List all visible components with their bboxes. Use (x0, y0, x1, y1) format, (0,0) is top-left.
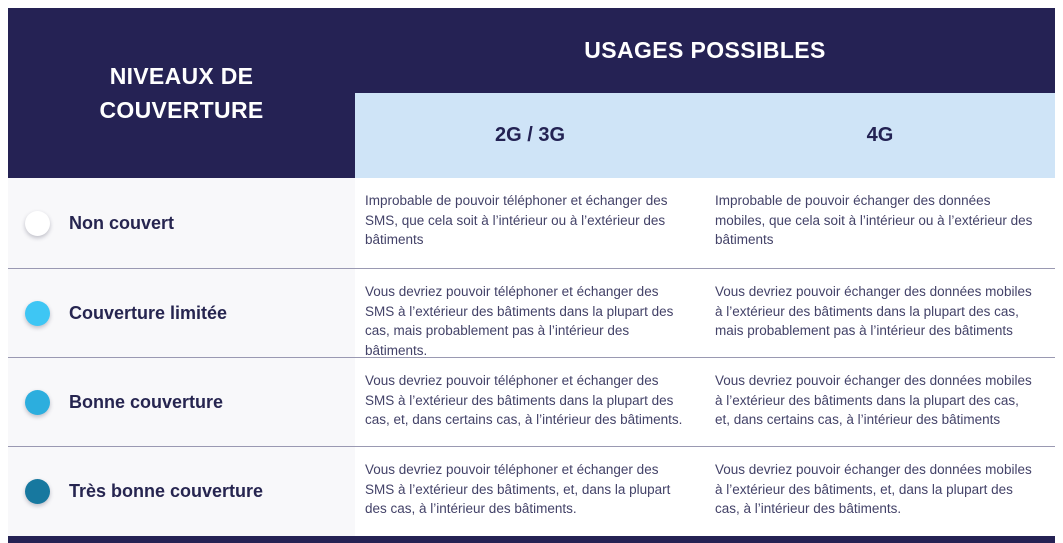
column-header-4g: 4G (705, 93, 1055, 178)
usage-cell-4g: Improbable de pouvoir échanger des donné… (705, 178, 1055, 268)
level-label: Couverture limitée (69, 302, 228, 323)
coverage-table: NIVEAUX DE COUVERTURE USAGES POSSIBLES 2… (8, 8, 1055, 543)
coverage-dot-tres-bonne-couverture (25, 479, 50, 504)
table-row-level-couverture-limitee: Couverture limitée (8, 268, 355, 357)
level-label: Très bonne couverture (69, 481, 264, 501)
level-label: Bonne couverture (69, 391, 224, 412)
usage-cell-2g3g: Vous devriez pouvoir téléphoner et échan… (355, 268, 705, 358)
usage-cell-4g: Vous devriez pouvoir échanger des donnée… (705, 357, 1055, 446)
table-row-level-bonne-couverture: Bonne couverture (8, 357, 355, 446)
usage-cell-2g3g: Improbable de pouvoir téléphoner et écha… (355, 178, 705, 268)
coverage-dot-couverture-limitee (25, 300, 50, 326)
usage-cell-4g: Vous devriez pouvoir échanger des donnée… (705, 446, 1055, 536)
column-header-2g3g: 2G / 3G (355, 93, 705, 178)
table-bottom-bar (8, 536, 1055, 543)
usage-cell-4g: Vous devriez pouvoir échanger des donnée… (705, 268, 1055, 357)
coverage-dot-non-couvert (25, 210, 50, 236)
coverage-dot-bonne-couverture (25, 389, 50, 415)
table-row-level-tres-bonne-couverture: Très bonne couverture (8, 446, 355, 536)
header-usages-possibles: USAGES POSSIBLES (355, 8, 1055, 93)
column-header-coverage-levels: NIVEAUX DE COUVERTURE (8, 8, 355, 178)
table-row-level-non-couvert: Non couvert (8, 178, 355, 268)
usage-cell-2g3g: Vous devriez pouvoir téléphoner et échan… (355, 446, 705, 536)
level-label: Non couvert (69, 212, 175, 233)
usage-cell-2g3g: Vous devriez pouvoir téléphoner et échan… (355, 357, 705, 446)
